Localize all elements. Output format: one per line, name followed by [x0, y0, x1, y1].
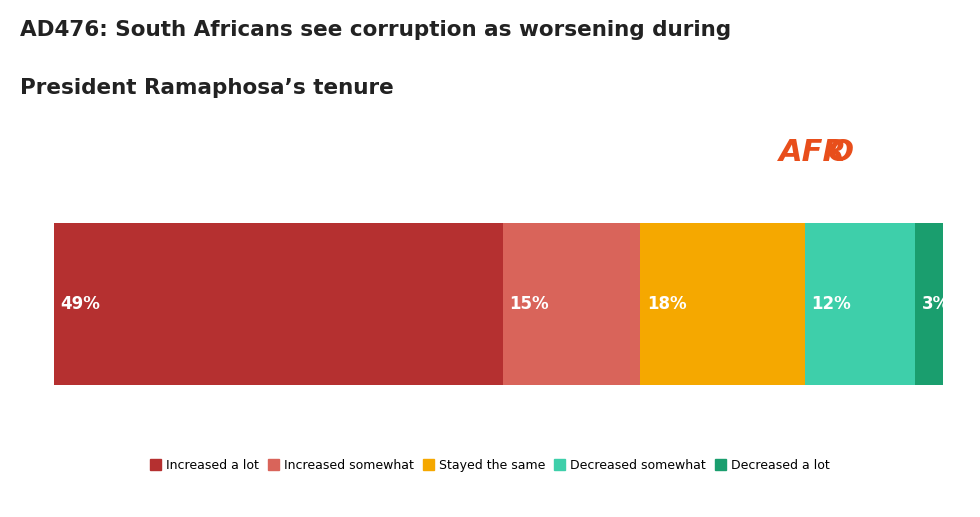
- Text: 12%: 12%: [811, 295, 852, 313]
- Text: 3%: 3%: [921, 295, 950, 313]
- Text: BAROMETER: BAROMETER: [779, 178, 872, 191]
- Bar: [806, 223, 915, 385]
- Text: AD476: South Africans see corruption as worsening during: AD476: South Africans see corruption as …: [20, 20, 731, 40]
- Bar: [503, 223, 640, 385]
- Text: President Ramaphosa’s tenure: President Ramaphosa’s tenure: [20, 78, 393, 98]
- Text: Let the people have a say: Let the people have a say: [779, 196, 897, 206]
- Text: 18%: 18%: [647, 295, 686, 313]
- Bar: [915, 223, 943, 385]
- Legend: Increased a lot, Increased somewhat, Stayed the same, Decreased somewhat, Decrea: Increased a lot, Increased somewhat, Sta…: [150, 459, 830, 472]
- Text: O: O: [828, 138, 854, 167]
- Text: 15%: 15%: [510, 295, 549, 313]
- Text: Change in level of corruption | South Africa | 2021: Change in level of corruption | South Af…: [20, 162, 550, 182]
- Bar: [640, 223, 806, 385]
- Bar: [54, 223, 503, 385]
- Text: 49%: 49%: [61, 295, 100, 313]
- Text: AFR: AFR: [779, 138, 847, 167]
